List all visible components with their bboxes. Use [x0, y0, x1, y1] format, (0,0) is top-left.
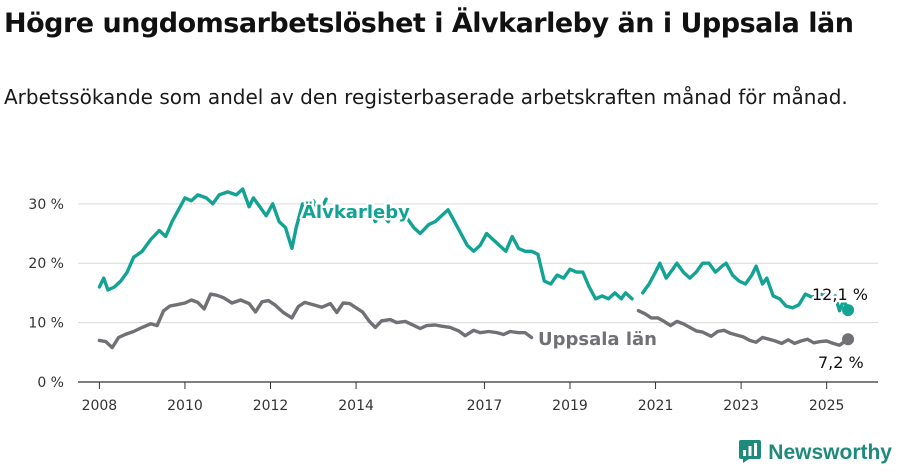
newsworthy-chart-icon [738, 438, 762, 468]
x-tick-label: 2012 [253, 398, 289, 414]
grid-lines [78, 203, 878, 383]
series-line-uppsala [636, 309, 850, 347]
x-tick-label: 2014 [338, 398, 374, 414]
series-line-alvkarleby [367, 205, 397, 224]
series-labels: Älvkarleby Uppsala län 12,1 % 7,2 % [300, 199, 871, 375]
series-line-alvkarleby [97, 187, 328, 292]
x-tick-label: 2008 [82, 398, 118, 414]
x-tick-label: 2019 [552, 398, 588, 414]
y-tick-label: 10 % [28, 316, 64, 332]
series-label-alvkarleby: Älvkarleby [302, 201, 410, 223]
y-axis-ticks: 0 % 10 % 20 % 30 % [28, 197, 64, 391]
endpoint-uppsala [842, 333, 855, 346]
series-label-uppsala: Uppsala län [538, 329, 657, 350]
end-label-uppsala: 7,2 % [818, 353, 864, 372]
chart-title: Högre ungdomsarbetslöshet i Älvkarleby ä… [4, 8, 854, 39]
series-line-uppsala [97, 292, 534, 350]
x-axis-ticks: 2008 2010 2012 2014 2017 2019 2021 2023 2025 [82, 382, 845, 414]
end-label-alvkarleby: 12,1 % [812, 285, 868, 304]
y-tick-label: 30 % [28, 197, 64, 213]
series-line-alvkarleby [641, 261, 827, 310]
series-lines [97, 187, 855, 350]
series-line-alvkarleby [405, 208, 634, 301]
x-tick-label: 2010 [167, 398, 203, 414]
x-tick-label: 2021 [638, 398, 674, 414]
newsworthy-logo: Newsworthy [738, 438, 892, 468]
x-tick-label: 2017 [467, 398, 503, 414]
y-tick-label: 20 % [28, 256, 64, 272]
x-tick-label: 2023 [723, 398, 759, 414]
chart-subtitle: Arbetssökande som andel av den registerb… [4, 85, 848, 109]
brand-name: Newsworthy [768, 441, 892, 464]
endpoint-alvkarleby [842, 304, 855, 317]
x-tick-label: 2025 [809, 398, 845, 414]
y-tick-label: 0 % [37, 375, 64, 391]
